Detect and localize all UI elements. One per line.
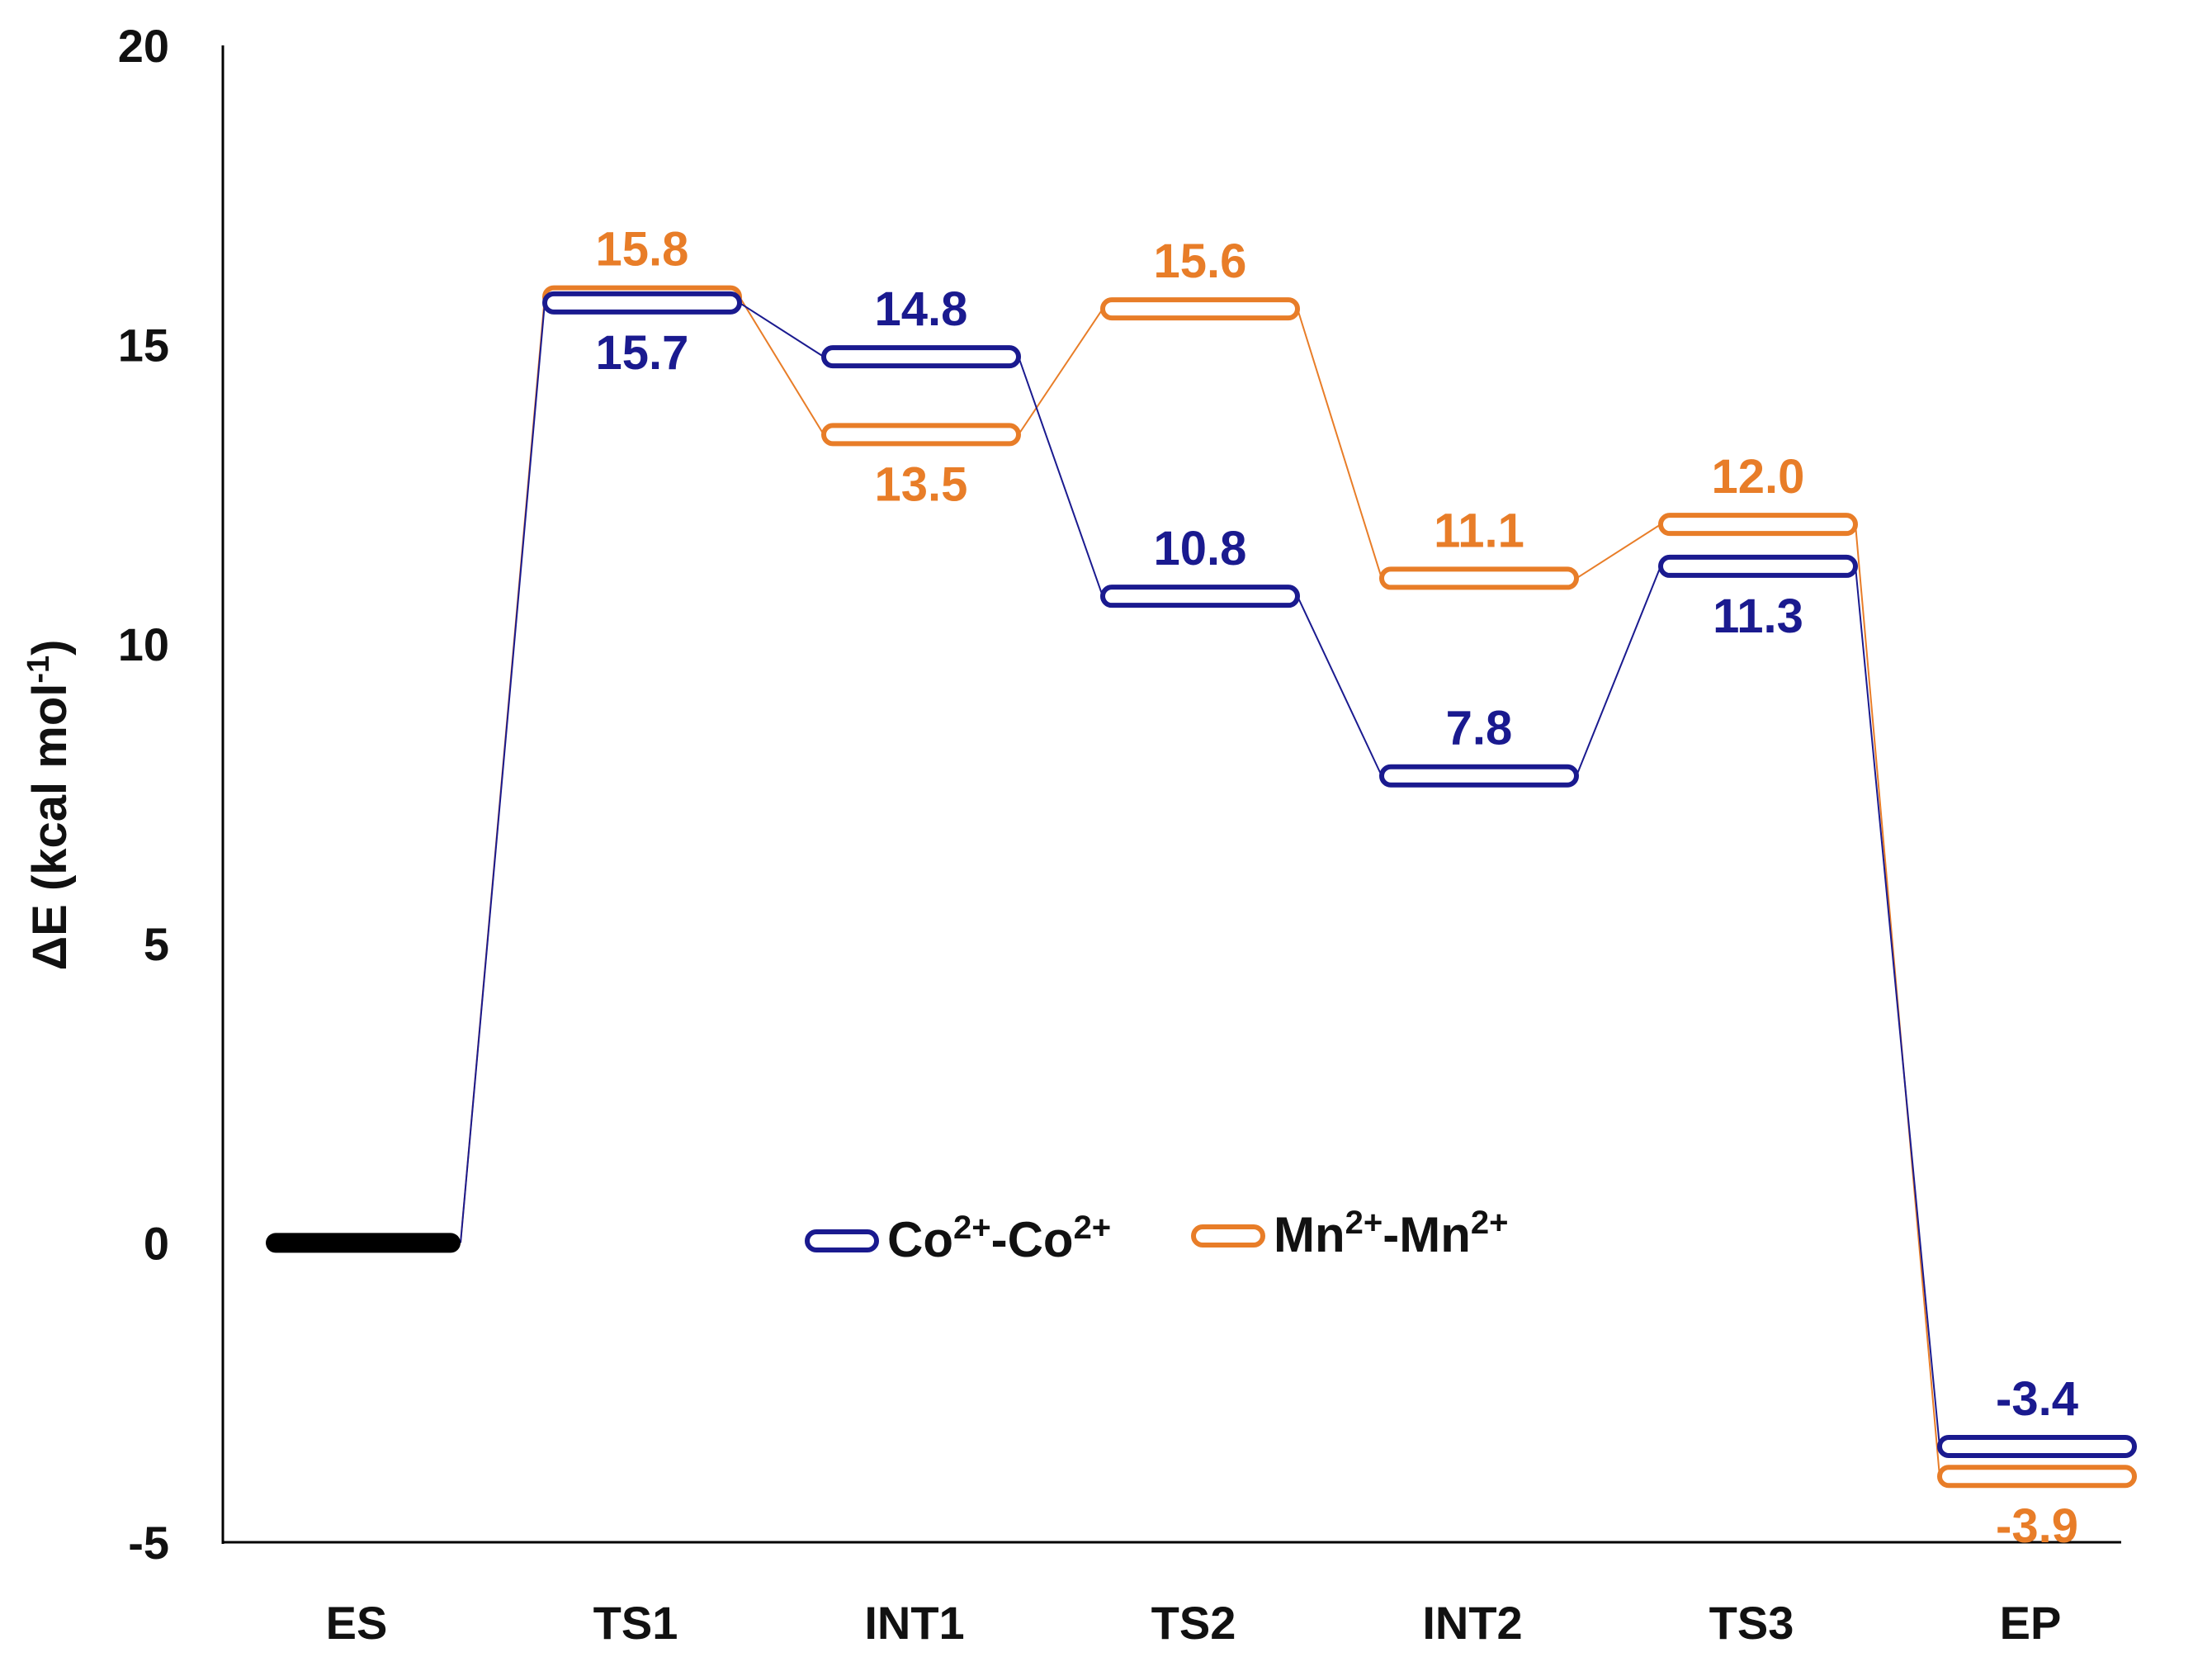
data-label-co: 15.7 <box>596 326 689 380</box>
data-label-mn: 15.8 <box>596 223 689 277</box>
y-ticks: 20 15 10 5 0 -5 <box>118 20 169 1569</box>
data-label-mn: 15.6 <box>1154 234 1247 288</box>
energy-level-mn <box>1379 566 1579 590</box>
legend-swatch-mn <box>1191 1224 1265 1248</box>
data-label-mn: 12.0 <box>1712 450 1805 504</box>
connector-line-co <box>460 302 546 1243</box>
energy-level-mn <box>1658 513 1858 537</box>
energy-levels <box>266 285 2137 1489</box>
data-label-co: -3.4 <box>1996 1372 2078 1426</box>
data-label-co: 10.8 <box>1154 522 1247 575</box>
connector-line-mn <box>739 296 825 435</box>
legend: Co2+-Co2+ Mn2+-Mn2+ <box>801 1199 1575 1283</box>
data-label-co: 11.3 <box>1713 589 1803 643</box>
y-tick-label: 15 <box>118 320 169 372</box>
data-label-mn: 11.1 <box>1434 504 1524 557</box>
reference-level-es <box>266 1233 461 1253</box>
y-tick-label: -5 <box>128 1517 169 1569</box>
data-label-mn: 13.5 <box>875 457 968 511</box>
connector-line-co <box>1855 566 1940 1447</box>
energy-level-co <box>1937 1434 2137 1458</box>
y-tick-label: 20 <box>118 20 169 72</box>
x-categories: ES TS1 INT1 TS2 INT2 TS3 EP <box>326 1597 2062 1649</box>
x-category-label: ES <box>326 1597 388 1649</box>
connector-line-co <box>739 301 825 357</box>
legend-label-co: Co2+-Co2+ <box>887 1210 1111 1267</box>
legend-swatch-co <box>805 1229 879 1252</box>
connector-line-co <box>1576 566 1661 777</box>
x-category-label: TS3 <box>1709 1597 1794 1649</box>
x-category-label: INT2 <box>1422 1597 1522 1649</box>
connector-line-co <box>1018 356 1104 597</box>
connector-line-mn <box>1297 308 1382 579</box>
data-label-mn: -3.9 <box>1996 1499 2078 1553</box>
data-labels: 15.8 13.5 15.6 11.1 12.0 -3.9 15.7 14.8 10.8 7.8 1… <box>596 223 2078 1554</box>
data-label-co: 7.8 <box>1446 702 1513 755</box>
energy-level-mn <box>1937 1465 2137 1489</box>
energy-level-mn <box>821 423 1021 447</box>
connector-line-mn <box>1576 523 1661 580</box>
energy-level-mn <box>1100 297 1300 321</box>
connector-line-mn <box>1018 308 1104 435</box>
y-tick-label: 5 <box>144 918 169 970</box>
y-tick-label: 0 <box>144 1217 169 1269</box>
energy-level-co <box>1100 585 1300 608</box>
connector-lines <box>460 296 1940 1477</box>
energy-level-co <box>542 291 742 315</box>
y-axis-label: ΔE (kcal mol-1) <box>21 639 77 970</box>
x-category-label: EP <box>2000 1597 2062 1649</box>
data-label-co: 14.8 <box>875 282 968 336</box>
x-category-label: TS2 <box>1151 1597 1236 1649</box>
energy-level-co <box>1379 764 1579 788</box>
x-category-label: TS1 <box>593 1597 678 1649</box>
y-tick-label: 10 <box>118 618 169 670</box>
energy-level-co <box>821 345 1021 369</box>
connector-line-co <box>1297 595 1382 777</box>
x-category-label: INT1 <box>864 1597 964 1649</box>
energy-level-co <box>1658 554 1858 578</box>
legend-label-mn: Mn2+-Mn2+ <box>1274 1205 1508 1262</box>
